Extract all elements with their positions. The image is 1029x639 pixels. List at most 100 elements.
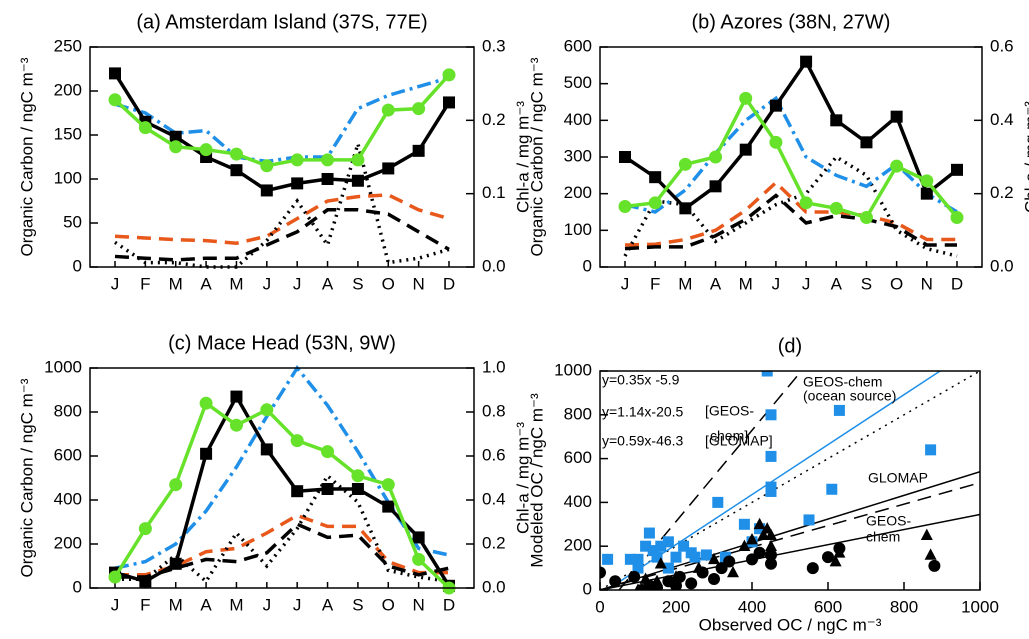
data-point: [291, 177, 304, 190]
data-point: [753, 517, 766, 530]
data-point: [723, 555, 736, 568]
x-tick-label: S: [861, 274, 872, 293]
data-point: [109, 67, 121, 80]
y-tick-label: 800: [54, 401, 82, 420]
data-point: [829, 201, 843, 215]
x-tick-label: A: [200, 274, 212, 293]
data-point: [890, 159, 904, 173]
data-point: [765, 409, 777, 421]
y-tick-label: 400: [54, 489, 82, 508]
data-point: [351, 174, 364, 187]
y2-tick-label: 0.2: [482, 533, 506, 552]
panel-title: (d): [778, 335, 802, 357]
x-tick-label: M: [169, 595, 183, 614]
data-point: [632, 562, 644, 574]
data-point: [382, 500, 395, 513]
data-point: [382, 162, 395, 175]
data-point: [709, 150, 723, 164]
x-tick-label: S: [352, 274, 363, 293]
fit-line: [600, 471, 980, 590]
y-axis-label: Modeled OC / ngC m⁻³: [527, 393, 546, 568]
data-point: [290, 153, 304, 167]
data-point: [647, 545, 659, 557]
series-line: [624, 180, 957, 247]
series-line: [114, 208, 450, 262]
annotation: [GEOS-: [705, 403, 754, 419]
data-point: [321, 173, 334, 185]
data-point: [624, 553, 636, 565]
annotation: y=0.59x-46.3: [602, 433, 684, 449]
data-point: [230, 390, 243, 403]
data-point: [602, 553, 614, 565]
data-point: [806, 562, 819, 575]
data-point: [670, 579, 682, 590]
data-point: [412, 144, 425, 157]
data-point: [830, 114, 843, 127]
data-point: [628, 570, 641, 583]
data-point: [833, 542, 846, 555]
x-tick-label: A: [322, 274, 334, 293]
data-point: [169, 478, 183, 492]
x-tick-label: F: [140, 274, 150, 293]
data-point: [169, 130, 182, 143]
data-point: [381, 103, 395, 117]
data-point: [761, 371, 773, 377]
x-tick-label: 800: [890, 597, 918, 616]
data-point: [199, 143, 213, 157]
x-tick-label: D: [443, 274, 455, 293]
series-line: [114, 193, 450, 246]
annotation: chem]: [710, 428, 748, 444]
data-point: [412, 552, 426, 566]
data-point: [709, 180, 722, 193]
x-tick-label: M: [229, 595, 243, 614]
y-tick-label: 100: [54, 168, 82, 187]
y-tick-label: 600: [564, 36, 592, 55]
x-tick-label: M: [739, 274, 753, 293]
data-point: [229, 147, 243, 161]
series-line: [624, 95, 958, 214]
x-tick-label: J: [263, 595, 272, 614]
data-point: [600, 566, 606, 579]
data-point: [727, 565, 739, 578]
x-tick-label: J: [772, 274, 781, 293]
x-tick-label: J: [263, 274, 272, 293]
data-point: [442, 68, 456, 82]
data-point: [655, 540, 667, 552]
data-point: [685, 577, 698, 590]
data-point: [860, 136, 873, 149]
data-point: [920, 174, 934, 188]
x-tick-label: 600: [814, 597, 842, 616]
y2-axis-label: Chl-a / mg m⁻³: [513, 101, 532, 213]
data-point: [708, 552, 720, 565]
y2-tick-label: 0.2: [482, 110, 506, 129]
plot-frame: [89, 367, 475, 589]
data-point: [679, 202, 692, 215]
data-point: [138, 121, 152, 135]
data-point: [169, 557, 182, 570]
data-point: [260, 403, 274, 417]
y-tick-label: 400: [564, 110, 592, 129]
data-point: [138, 522, 152, 536]
plot-frame: [89, 46, 475, 268]
x-tick-label: N: [412, 274, 424, 293]
y-axis-label: Organic Carbon / ngC m⁻³: [527, 57, 546, 256]
plot-area: [600, 371, 980, 590]
x-tick-label: A: [200, 595, 212, 614]
data-point: [651, 551, 663, 563]
annotation: GEOS-chem: [803, 374, 882, 390]
x-tick-label: F: [650, 274, 660, 293]
y2-tick-label: 0.4: [482, 489, 506, 508]
data-point: [108, 570, 122, 584]
y-tick-label: 0: [73, 577, 82, 596]
data-point: [803, 514, 815, 526]
data-point: [712, 496, 724, 508]
series-line: [115, 513, 449, 577]
data-point: [609, 575, 622, 588]
data-point: [640, 540, 652, 552]
x-tick-label: M: [678, 274, 692, 293]
annotation: chem: [866, 529, 900, 545]
y-tick-label: 1000: [44, 357, 82, 376]
annotation: [GLOMAP]: [705, 433, 773, 449]
x-tick-label: O: [890, 274, 903, 293]
data-point: [700, 549, 712, 561]
